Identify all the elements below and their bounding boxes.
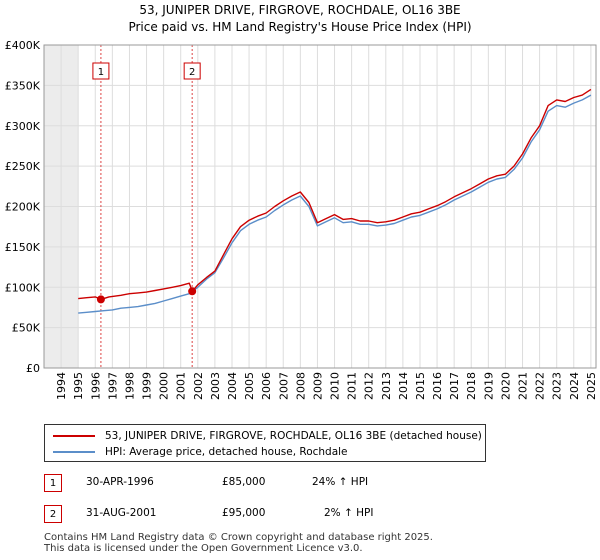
- sale-marker-label: 2: [189, 67, 195, 78]
- chart-legend: 53, JUNIPER DRIVE, FIRGROVE, ROCHDALE, O…: [44, 424, 486, 462]
- x-tick-label: 1994: [55, 372, 68, 400]
- y-tick-label: £200K: [5, 201, 41, 214]
- legend-item-hpi: HPI: Average price, detached house, Roch…: [53, 444, 348, 460]
- sale-price: £95,000: [222, 507, 266, 519]
- x-tick-label: 2000: [158, 372, 171, 400]
- x-tick-label: 2003: [209, 372, 222, 400]
- legend-label-property: 53, JUNIPER DRIVE, FIRGROVE, ROCHDALE, O…: [105, 430, 482, 442]
- plot-frame: [43, 44, 597, 369]
- x-tick-label: 2006: [260, 372, 273, 400]
- x-tick-label: 2025: [585, 372, 598, 400]
- sale-badge: 1: [44, 474, 62, 492]
- x-tick-label: 2024: [568, 372, 581, 400]
- sale-marker-box: [92, 62, 110, 80]
- x-tick-label: 2022: [534, 372, 547, 400]
- footer: Contains HM Land Registry data © Crown c…: [44, 532, 433, 554]
- x-tick-label: 2013: [380, 372, 393, 400]
- x-tick-label: 2021: [517, 372, 530, 400]
- x-tick-label: 1995: [72, 372, 85, 400]
- y-tick-label: £400K: [5, 39, 41, 52]
- x-tick-label: 2010: [329, 372, 342, 400]
- x-tick-label: 1999: [141, 372, 154, 400]
- sale-point: [96, 295, 105, 304]
- chart-title: 53, JUNIPER DRIVE, FIRGROVE, ROCHDALE, O…: [0, 2, 600, 36]
- legend-swatch-hpi: [53, 451, 95, 453]
- x-tick-label: 2012: [363, 372, 376, 400]
- x-tick-label: 1996: [89, 372, 102, 400]
- sale-price: £85,000: [222, 476, 266, 488]
- sale-hpi-change: 24% ↑ HPI: [312, 476, 369, 488]
- y-tick-label: £350K: [5, 79, 41, 92]
- footer-line2: This data is licensed under the Open Gov…: [44, 543, 363, 554]
- x-tick-label: 2011: [346, 372, 359, 400]
- x-tick-label: 2004: [226, 372, 239, 400]
- x-tick-label: 2005: [243, 372, 256, 400]
- sale-point: [188, 287, 197, 296]
- footer-line1: Contains HM Land Registry data © Crown c…: [44, 532, 433, 543]
- x-tick-label: 1998: [123, 372, 136, 400]
- legend-label-hpi: HPI: Average price, detached house, Roch…: [105, 446, 348, 458]
- chart-title-line1: 53, JUNIPER DRIVE, FIRGROVE, ROCHDALE, O…: [139, 3, 461, 17]
- sale-badge: 2: [44, 505, 62, 523]
- y-tick-label: £150K: [5, 241, 41, 254]
- legend-swatch-property: [53, 435, 95, 437]
- y-tick-label: £100K: [5, 281, 41, 294]
- chart-title-line2: Price paid vs. HM Land Registry's House …: [128, 20, 472, 34]
- x-tick-label: 2015: [414, 372, 427, 400]
- sale-marker-label: 1: [98, 67, 104, 78]
- sale-hpi-change: 2% ↑ HPI: [324, 507, 374, 519]
- x-tick-label: 2018: [465, 372, 478, 400]
- x-tick-label: 2007: [277, 372, 290, 400]
- price-chart: £0 £50K £100K £150K £200K £250K £300K £350K £400…: [5, 39, 598, 400]
- x-tick-label: 1997: [106, 372, 119, 400]
- y-tick-label: £250K: [5, 160, 41, 173]
- x-tick-label: 2019: [482, 372, 495, 400]
- x-tick-label: 2001: [175, 372, 188, 400]
- series-line-property: [78, 88, 592, 301]
- y-tick-label: £50K: [12, 322, 41, 335]
- x-tick-label: 2023: [551, 372, 564, 400]
- sale-date: 30-APR-1996: [86, 476, 154, 488]
- sale-date: 31-AUG-2001: [86, 507, 157, 519]
- x-tick-label: 2017: [448, 372, 461, 400]
- x-tick-label: 2020: [499, 372, 512, 400]
- x-tick-label: 2002: [192, 372, 205, 400]
- legend-item-property: 53, JUNIPER DRIVE, FIRGROVE, ROCHDALE, O…: [53, 428, 482, 444]
- x-tick-label: 2009: [311, 372, 324, 400]
- x-tick-label: 2008: [294, 372, 307, 400]
- series-line-hpi: [78, 94, 592, 314]
- y-tick-label: £0: [26, 362, 40, 375]
- sale-marker-box: [183, 62, 201, 80]
- x-tick-label: 2016: [431, 372, 444, 400]
- x-tick-label: 2014: [397, 372, 410, 400]
- y-tick-label: £300K: [5, 120, 41, 133]
